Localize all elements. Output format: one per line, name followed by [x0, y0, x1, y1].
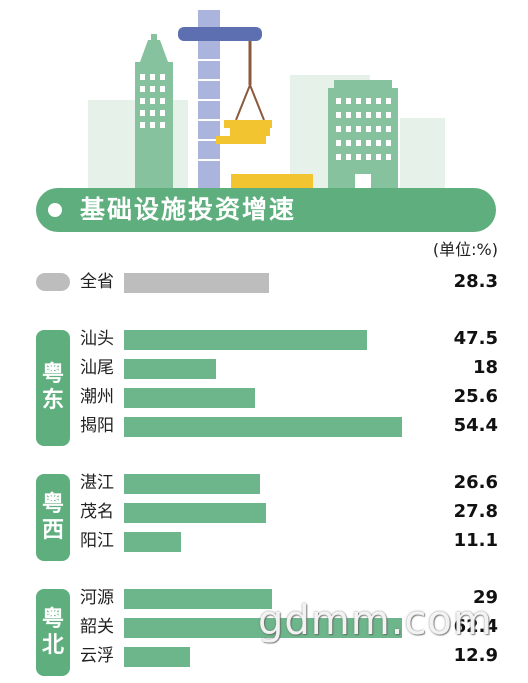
value-label: 18 [472, 357, 498, 378]
region-tag: 粤东 [36, 330, 70, 446]
bar [124, 330, 367, 350]
value-label: 62.4 [453, 616, 498, 637]
category-label: 河源 [80, 588, 114, 608]
value-label: 29 [472, 587, 498, 608]
category-label: 韶关 [80, 617, 114, 637]
tower-right-door [355, 174, 371, 190]
bar [124, 388, 255, 408]
tower-right-windows [336, 98, 391, 160]
region-tag-char: 粤 [41, 491, 64, 517]
category-label: 云浮 [80, 646, 114, 666]
value-label: 25.6 [453, 386, 498, 407]
value-label: 47.5 [453, 328, 498, 349]
tower-left-windows [140, 74, 165, 128]
value-label: 12.9 [453, 645, 498, 666]
chart-title: 基础设施投资增速 [80, 195, 297, 224]
bar [124, 474, 260, 494]
province-pill [36, 273, 70, 291]
value-label: 11.1 [453, 530, 498, 551]
category-label: 潮州 [80, 387, 114, 407]
crane-cable-3 [249, 84, 265, 121]
title-banner: 基础设施投资增速 [36, 188, 496, 232]
region-tag-char: 西 [41, 517, 64, 543]
value-label: 54.4 [453, 415, 498, 436]
region-tag-char: 东 [41, 388, 64, 413]
building-bg-far [400, 118, 445, 190]
watermark: gdmm.com [258, 598, 493, 644]
category-label: 湛江 [80, 473, 114, 493]
crane-cable-2 [235, 84, 251, 121]
bar [124, 647, 190, 667]
bar [124, 618, 402, 638]
region-tag: 粤北 [36, 589, 70, 676]
crane-jib [178, 27, 262, 41]
category-label: 全省 [80, 272, 114, 292]
category-label: 汕尾 [80, 358, 114, 378]
category-label: 阳江 [80, 531, 114, 551]
region-tag-char: 北 [41, 632, 64, 658]
bar [124, 503, 267, 523]
value-label: 27.8 [453, 501, 498, 522]
region-tag: 粤西 [36, 474, 70, 561]
region-tag-char: 粤 [41, 362, 64, 387]
tower-right [328, 88, 398, 190]
unit-label: (单位:%) [432, 240, 498, 259]
category-label: 汕头 [80, 329, 114, 349]
tower-left-spire [140, 40, 168, 62]
bar [124, 589, 273, 609]
gold-block [231, 174, 313, 190]
bar [124, 417, 402, 437]
category-label: 茂名 [80, 502, 114, 522]
bar [124, 359, 216, 379]
header-illustration [88, 10, 445, 190]
bar-province [124, 273, 269, 293]
value-label: 28.3 [453, 271, 498, 292]
region-tag-char: 粤 [41, 606, 64, 632]
tower-right-roof [334, 80, 392, 90]
category-label: 揭阳 [80, 416, 114, 436]
gold-bars [216, 120, 272, 144]
bar [124, 532, 181, 552]
spire-tip [151, 34, 157, 42]
value-label: 26.6 [453, 472, 498, 493]
title-dot-icon [48, 203, 62, 217]
